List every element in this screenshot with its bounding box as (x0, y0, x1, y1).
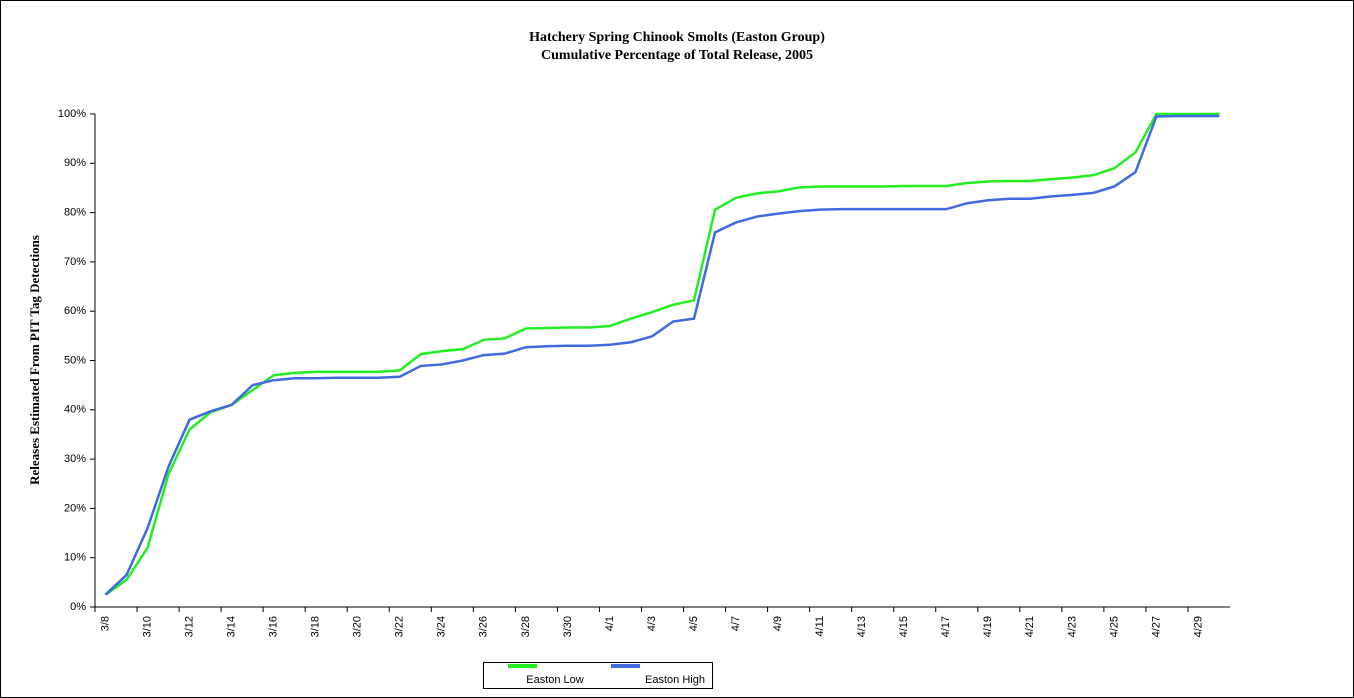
x-tick-label: 4/3 (646, 616, 658, 631)
chart-subtitle: Cumulative Percentage of Total Release, … (541, 48, 813, 63)
x-tick-label: 3/16 (268, 616, 280, 637)
y-tick-label: 60% (64, 305, 86, 317)
x-tick-label: 3/18 (310, 616, 322, 637)
chart-title: Hatchery Spring Chinook Smolts (Easton G… (529, 30, 825, 45)
x-tick-label: 4/1 (604, 616, 616, 631)
x-tick-label: 4/15 (898, 616, 910, 637)
x-tick-label: 3/24 (436, 616, 448, 637)
x-tick-label: 4/29 (1192, 616, 1204, 637)
x-tick-label: 3/8 (99, 616, 111, 631)
x-tick-label: 4/7 (730, 616, 742, 631)
x-tick-label: 3/30 (562, 616, 574, 637)
y-tick-label: 100% (58, 108, 86, 120)
y-tick-label: 10% (64, 552, 86, 564)
x-tick-label: 3/12 (183, 616, 195, 637)
y-tick-label: 50% (64, 354, 86, 366)
y-tick-label: 0% (70, 601, 86, 613)
x-tick-label: 3/14 (226, 616, 238, 637)
legend-label: Easton Low (526, 674, 584, 686)
x-tick-label: 3/28 (520, 616, 532, 637)
y-tick-label: 40% (64, 404, 86, 416)
x-tick-label: 4/21 (1024, 616, 1036, 637)
x-tick-label: 3/20 (352, 616, 364, 637)
y-tick-label: 30% (64, 453, 86, 465)
x-tick-label: 3/26 (478, 616, 490, 637)
x-tick-label: 4/27 (1150, 616, 1162, 637)
data-line (104, 114, 1220, 596)
x-tick-label: 4/25 (1108, 616, 1120, 637)
y-tick-label: 70% (64, 256, 86, 268)
y-tick-label: 20% (64, 502, 86, 514)
x-tick-label: 4/13 (856, 616, 868, 637)
x-tick-label: 4/23 (1066, 616, 1078, 637)
x-tick-label: 4/19 (982, 616, 994, 637)
y-axis-label: Releases Estimated From PIT Tag Detectio… (27, 235, 42, 485)
y-tick-label: 90% (64, 157, 86, 169)
x-tick-label: 4/17 (940, 616, 952, 637)
x-tick-label: 4/5 (688, 616, 700, 631)
y-tick-label: 80% (64, 207, 86, 219)
x-tick-label: 3/10 (141, 616, 153, 637)
data-line (104, 112, 1220, 596)
x-tick-label: 4/11 (814, 616, 826, 637)
legend-label: Easton High (645, 674, 705, 686)
x-tick-label: 4/9 (772, 616, 784, 631)
x-tick-label: 3/22 (394, 616, 406, 637)
